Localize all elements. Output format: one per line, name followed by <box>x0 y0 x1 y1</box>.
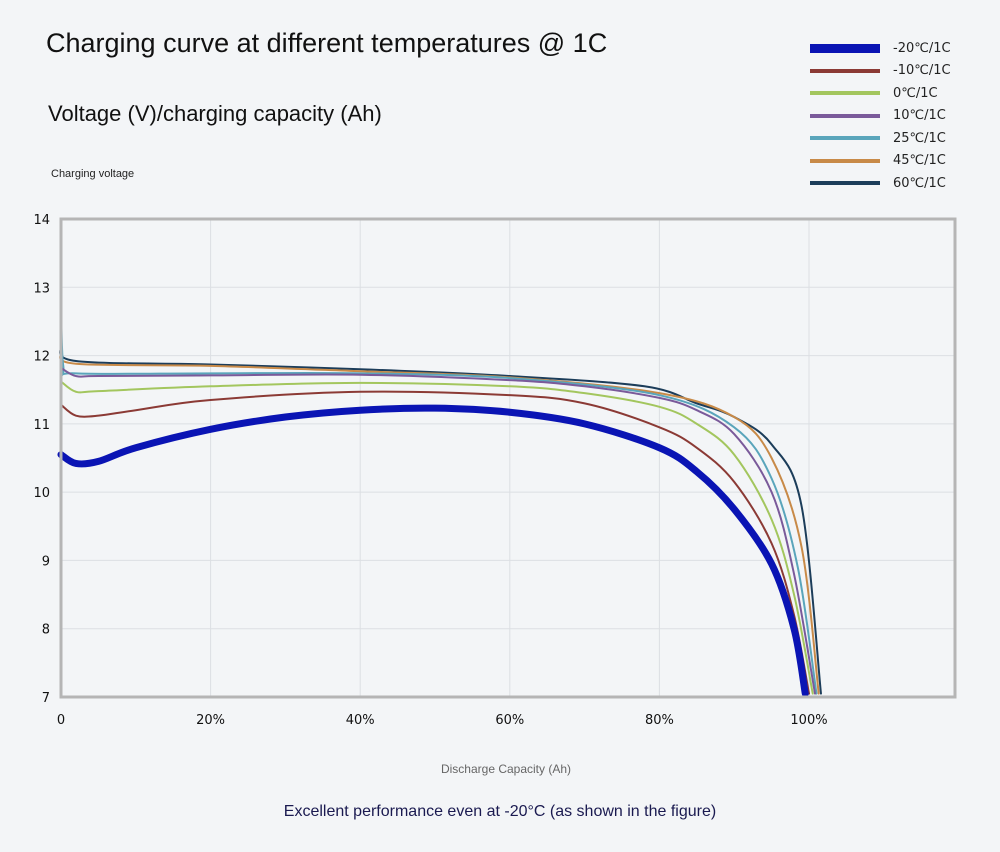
gridlines <box>61 219 955 697</box>
chart-subtitle: Voltage (V)/charging capacity (Ah) <box>48 101 382 126</box>
series-line-601C <box>59 344 822 695</box>
legend-item: 10℃/1C <box>810 105 951 128</box>
y-tick-label: 9 <box>42 554 50 569</box>
legend-swatch <box>810 91 880 96</box>
x-ticks: 0 20% 40% 60% 80% 100% <box>57 713 828 728</box>
legend-item: 0℃/1C <box>810 82 951 105</box>
legend-label: 10℃/1C <box>893 108 946 124</box>
series-line--101C <box>60 390 810 695</box>
series-lines <box>57 272 822 698</box>
series-line-01C <box>60 380 814 695</box>
y-tick-label: 14 <box>33 213 50 228</box>
y-tick-label: 11 <box>33 418 50 433</box>
y-tick-label: 8 <box>42 623 50 638</box>
x-tick-label: 60% <box>495 713 524 728</box>
legend-swatch <box>810 181 880 186</box>
x-tick-label: 0 <box>57 713 65 728</box>
series-line-251C <box>60 272 818 695</box>
legend-label: 60℃/1C <box>893 175 946 191</box>
legend-item: -10℃/1C <box>810 60 951 83</box>
legend-label: 0℃/1C <box>893 85 938 101</box>
series-line--201C <box>57 404 809 698</box>
legend-label: 45℃/1C <box>893 153 946 169</box>
legend-item: 25℃/1C <box>810 127 951 150</box>
x-tick-label: 80% <box>645 713 674 728</box>
y-ticks: 7 8 9 10 11 12 13 14 <box>33 213 50 706</box>
y-axis-label: Charging voltage <box>51 168 135 180</box>
x-tick-label: 100% <box>790 713 827 728</box>
chart-title: Charging curve at different temperatures… <box>46 28 608 58</box>
legend-item: 60℃/1C <box>810 172 951 195</box>
y-tick-label: 7 <box>42 691 50 706</box>
legend: -20℃/1C -10℃/1C 0℃/1C 10℃/1C 25℃/1C 45℃/1C 60℃… <box>810 37 951 195</box>
legend-label: -20℃/1C <box>893 40 951 56</box>
plot-frame <box>59 217 957 699</box>
legend-swatch <box>810 43 880 53</box>
x-axis-label: Discharge Capacity (Ah) <box>440 762 572 776</box>
legend-swatch <box>810 113 880 118</box>
legend-item: -20℃/1C <box>810 37 951 60</box>
legend-swatch <box>810 68 880 73</box>
y-tick-label: 12 <box>33 350 50 365</box>
legend-label: -10℃/1C <box>893 63 951 79</box>
legend-swatch <box>810 158 880 163</box>
x-tick-label: 20% <box>196 713 225 728</box>
legend-item: 45℃/1C <box>810 150 951 173</box>
caption: Excellent performance even at -20°C (as … <box>283 803 717 820</box>
legend-swatch <box>810 136 880 141</box>
series-line-101C <box>60 366 816 695</box>
y-tick-label: 10 <box>33 486 50 501</box>
y-tick-label: 13 <box>33 281 50 296</box>
legend-label: 25℃/1C <box>893 130 946 146</box>
x-tick-label: 40% <box>346 713 375 728</box>
